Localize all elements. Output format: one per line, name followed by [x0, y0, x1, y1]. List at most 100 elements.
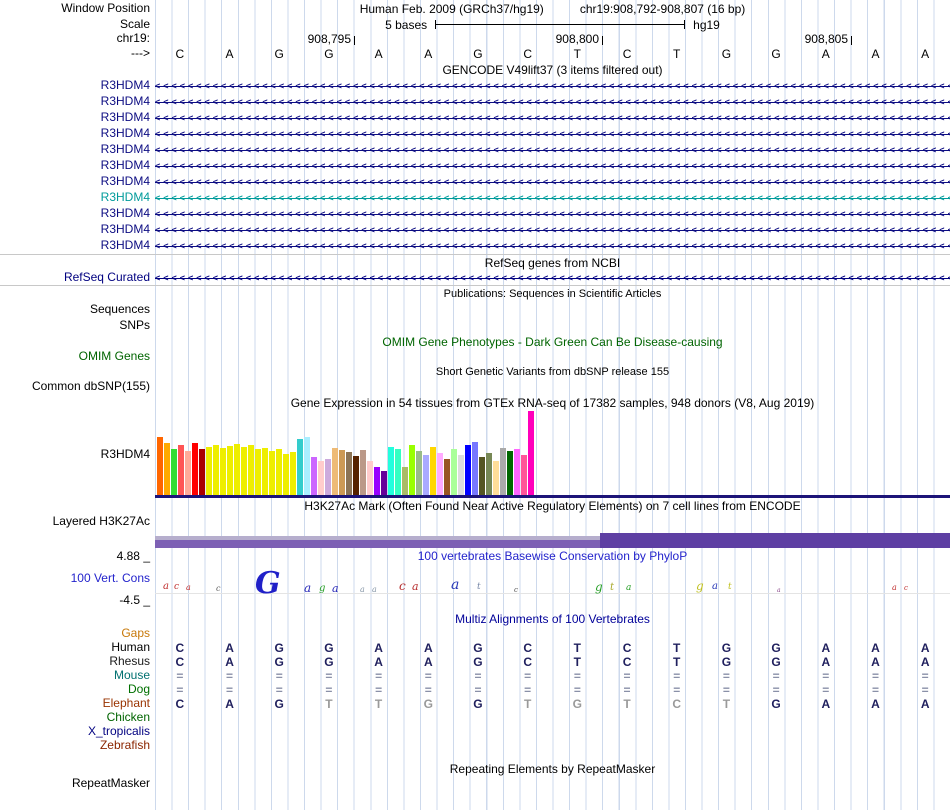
gtex-gene-label[interactable]: R3HDM4 — [100, 447, 150, 461]
gtex-title-row[interactable]: Gene Expression in 54 tissues from GTEx … — [0, 395, 950, 411]
gtex-tissue-bar[interactable] — [234, 444, 240, 495]
gaps-track-label[interactable]: Gaps — [121, 627, 150, 641]
gtex-tissue-bar[interactable] — [374, 467, 380, 495]
multiz-title[interactable]: Multiz Alignments of 100 Vertebrates — [455, 612, 650, 626]
gtex-tissue-bar[interactable] — [514, 449, 520, 495]
refseq-title[interactable]: RefSeq genes from NCBI — [484, 255, 621, 270]
omim-title-row[interactable]: OMIM Gene Phenotypes - Dark Green Can Be… — [0, 334, 950, 349]
position-ruler[interactable]: 908,795 908,800 908,805 — [155, 32, 950, 46]
alignment-row-elephant[interactable]: Elephant C A G T T G G T G T C T G A A A — [0, 697, 950, 711]
gtex-tissue-bar[interactable] — [451, 449, 457, 495]
gtex-tissue-bar[interactable] — [493, 461, 499, 495]
gaps-track[interactable]: Gaps — [0, 627, 950, 641]
gtex-tissue-bar[interactable] — [402, 467, 408, 495]
ruler-row[interactable]: chr19: 908,795 908,800 908,805 — [0, 32, 950, 46]
gene-label[interactable]: R3HDM4 — [100, 207, 150, 221]
gtex-tissue-bar[interactable] — [339, 450, 345, 495]
gencode-title-row[interactable]: GENCODE V49lift37 (3 items filtered out) — [0, 62, 950, 78]
gtex-tissue-bar[interactable] — [304, 437, 310, 495]
gtex-tissue-bar[interactable] — [276, 449, 282, 495]
dbsnp-title[interactable]: Short Genetic Variants from dbSNP releas… — [435, 365, 670, 378]
publications-title-row[interactable]: Publications: Sequences in Scientific Ar… — [0, 286, 950, 302]
gtex-tissue-bar[interactable] — [157, 437, 163, 495]
gtex-tissue-bar[interactable] — [164, 443, 170, 495]
gtex-tissue-bar[interactable] — [192, 443, 198, 495]
refseq-title-row[interactable]: RefSeq genes from NCBI — [0, 254, 950, 270]
gtex-tissue-bar[interactable] — [199, 449, 205, 495]
dbsnp-title-row[interactable]: Short Genetic Variants from dbSNP releas… — [0, 364, 950, 379]
gene-transcript-row[interactable]: R3HDM4 <<<<<<<<<<<<<<<<<<<<<<<<<<<<<<<<<<… — [0, 78, 950, 94]
gtex-tissue-bar[interactable] — [213, 445, 219, 495]
repeatmasker-title-row[interactable]: Repeating Elements by RepeatMasker — [0, 761, 950, 776]
gtex-tissue-bar[interactable] — [423, 455, 429, 495]
gene-label[interactable]: R3HDM4 — [100, 79, 150, 93]
gtex-tissue-bar[interactable] — [325, 459, 331, 495]
multiz-title-row[interactable]: Multiz Alignments of 100 Vertebrates — [0, 611, 950, 627]
conservation-title[interactable]: 100 vertebrates Basewise Conservation by… — [417, 549, 688, 563]
gtex-tissue-bar[interactable] — [437, 453, 443, 495]
gtex-tissue-bar[interactable] — [220, 448, 226, 495]
refseq-curated-label[interactable]: RefSeq Curated — [63, 270, 150, 284]
gene-transcript-row[interactable]: R3HDM4 <<<<<<<<<<<<<<<<<<<<<<<<<<<<<<<<<<… — [0, 110, 950, 126]
gtex-bars[interactable] — [155, 411, 950, 498]
gene-transcript-row[interactable]: R3HDM4 <<<<<<<<<<<<<<<<<<<<<<<<<<<<<<<<<<… — [0, 206, 950, 222]
gtex-tissue-bar[interactable] — [206, 447, 212, 495]
h3k27ac-title-row[interactable]: H3K27Ac Mark (Often Found Near Active Re… — [0, 498, 950, 514]
gene-transcript-row[interactable]: R3HDM4 <<<<<<<<<<<<<<<<<<<<<<<<<<<<<<<<<<… — [0, 238, 950, 254]
gene-label[interactable]: R3HDM4 — [100, 239, 150, 253]
omim-title[interactable]: OMIM Gene Phenotypes - Dark Green Can Be… — [382, 334, 723, 349]
h3k27ac-signal[interactable] — [600, 533, 950, 548]
gtex-tissue-bar[interactable] — [283, 454, 289, 495]
gtex-tissue-bar[interactable] — [353, 456, 359, 495]
gtex-tissue-bar[interactable] — [290, 452, 296, 495]
sequences-track[interactable]: Sequences — [0, 302, 950, 318]
gtex-tissue-bar[interactable] — [458, 455, 464, 495]
alignment-row-mouse[interactable]: Mouse = = = = = = = = = = = = = = = = — [0, 669, 950, 683]
repeatmasker-track-label[interactable]: RepeatMasker — [71, 776, 150, 790]
gtex-tissue-bar[interactable] — [346, 452, 352, 495]
gene-label[interactable]: R3HDM4 — [100, 191, 150, 205]
gene-transcript-row[interactable]: R3HDM4 <<<<<<<<<<<<<<<<<<<<<<<<<<<<<<<<<<… — [0, 94, 950, 110]
gtex-tissue-bar[interactable] — [472, 442, 478, 495]
gtex-tissue-bar[interactable] — [416, 451, 422, 495]
gtex-tissue-bar[interactable] — [465, 445, 471, 495]
gtex-tissue-bar[interactable] — [241, 447, 247, 495]
gtex-tissue-bar[interactable] — [171, 449, 177, 495]
species-label[interactable]: Elephant — [102, 697, 150, 711]
gtex-tissue-bar[interactable] — [311, 457, 317, 495]
h3k27ac-signal[interactable] — [155, 536, 950, 540]
repeatmasker-title[interactable]: Repeating Elements by RepeatMasker — [449, 761, 656, 776]
gene-label[interactable]: R3HDM4 — [100, 111, 150, 125]
gene-transcript-row[interactable]: R3HDM4 <<<<<<<<<<<<<<<<<<<<<<<<<<<<<<<<<<… — [0, 190, 950, 206]
gtex-tissue-bar[interactable] — [388, 447, 394, 495]
gtex-tissue-bar[interactable] — [178, 445, 184, 495]
conservation-track[interactable]: 4.88 _ 100 Vert. Cons -4.5 _ 100 vertebr… — [0, 549, 950, 611]
alignment-row-dog[interactable]: Dog = = = = = = = = = = = = = = = = — [0, 683, 950, 697]
gtex-tissue-bar[interactable] — [185, 451, 191, 495]
species-label[interactable]: Mouse — [113, 669, 150, 683]
snps-track-label[interactable]: SNPs — [119, 319, 150, 333]
alignment-row-rhesus[interactable]: Rhesus C A G G A A G C T C T G G A A A — [0, 655, 950, 669]
repeatmasker-track[interactable]: RepeatMasker — [0, 776, 950, 791]
gencode-title[interactable]: GENCODE V49lift37 (3 items filtered out) — [442, 63, 663, 77]
sequence-row[interactable]: ---> C A G G A A G C T C T G G A A A — [0, 46, 950, 62]
refseq-curated-line[interactable]: <<<<<<<<<<<<<<<<<<<<<<<<<<<<<<<<<<<<<<<<… — [155, 273, 950, 283]
gtex-tissue-bar[interactable] — [318, 461, 324, 495]
gtex-tissue-bar[interactable] — [521, 455, 527, 495]
gene-transcript-row[interactable]: R3HDM4 <<<<<<<<<<<<<<<<<<<<<<<<<<<<<<<<<<… — [0, 142, 950, 158]
h3k27ac-signal[interactable] — [155, 540, 950, 548]
species-label[interactable]: Rhesus — [109, 655, 150, 669]
species-label[interactable]: Chicken — [106, 711, 150, 725]
gtex-tissue-bar[interactable] — [479, 457, 485, 495]
gene-transcript-row[interactable]: R3HDM4 <<<<<<<<<<<<<<<<<<<<<<<<<<<<<<<<<<… — [0, 174, 950, 190]
gtex-tissue-bar[interactable] — [444, 459, 450, 495]
gtex-tissue-bar[interactable] — [262, 448, 268, 495]
species-label[interactable]: Human — [111, 641, 150, 655]
gtex-tissue-bar[interactable] — [395, 449, 401, 495]
gtex-title[interactable]: Gene Expression in 54 tissues from GTEx … — [290, 396, 815, 410]
dbsnp-track-label[interactable]: Common dbSNP(155) — [31, 380, 150, 394]
gtex-tissue-bar[interactable] — [255, 449, 261, 495]
gtex-tissue-bar[interactable] — [360, 450, 366, 495]
species-label[interactable]: X_tropicalis — [87, 725, 150, 739]
snps-track[interactable]: SNPs — [0, 318, 950, 334]
